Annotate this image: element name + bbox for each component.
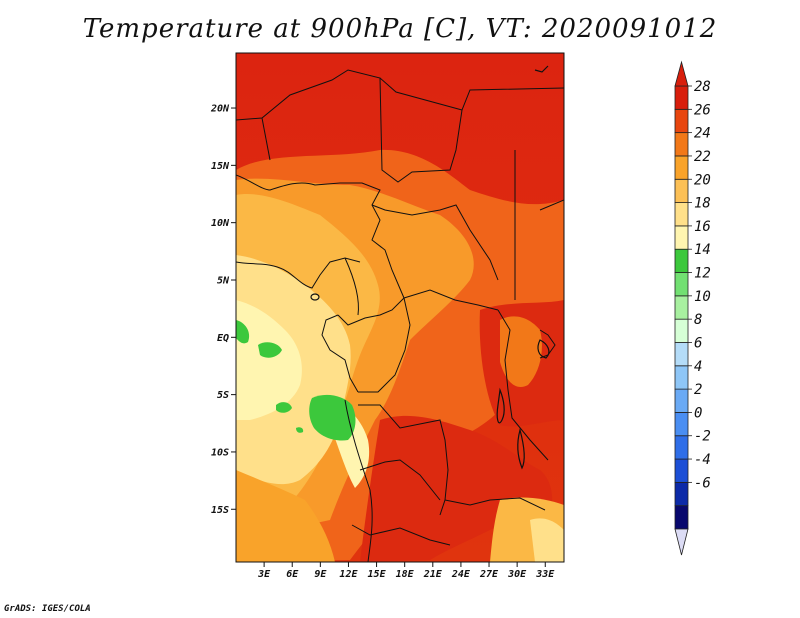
- colorbar-swatch: [674, 178, 689, 203]
- colorbar-label: 16: [694, 219, 711, 235]
- colorbar-label: 12: [694, 266, 711, 282]
- colorbar-swatch: [674, 225, 689, 250]
- latitude-axis: 20N 15N 10N 5N EQ 5S 10S 15S: [210, 104, 236, 516]
- lat-tick-label: 5N: [217, 275, 230, 286]
- colorbar-swatch: [674, 458, 689, 483]
- lat-tick-label: 10N: [211, 218, 230, 229]
- colorbar-swatch: [674, 132, 689, 157]
- longitude-axis: 3E 6E 9E 12E 15E 18E 21E 24E 27E 30E 33E: [257, 562, 555, 580]
- colorbar-swatch: [674, 412, 689, 437]
- lon-tick-label: 9E: [314, 569, 327, 580]
- lon-tick-label: 21E: [423, 569, 443, 580]
- lakes: [310, 65, 550, 470]
- lat-tick-label: 10S: [211, 447, 229, 458]
- country-borders: [236, 69, 564, 562]
- lon-tick-label: 33E: [535, 569, 555, 580]
- lat-tick-label: 15S: [211, 505, 229, 516]
- lat-tick-label: 20N: [210, 104, 230, 115]
- colorbar-swatch: [674, 272, 689, 297]
- colorbar-label: -6: [694, 475, 711, 491]
- colorbar-swatch: [674, 155, 689, 180]
- colorbar-over-arrow: [674, 60, 689, 87]
- colorbar-swatch: [674, 388, 689, 413]
- colorbar-label: 0: [694, 405, 702, 421]
- lon-tick-label: 3E: [257, 569, 271, 580]
- colorbar-label: 26: [694, 102, 711, 118]
- colorbar-swatch: [674, 342, 689, 367]
- colorbar-label: 4: [694, 359, 702, 375]
- lon-tick-label: 30E: [507, 569, 527, 580]
- colorbar-label: -2: [694, 429, 711, 445]
- credit-label: GrADS: IGES/COLA: [4, 604, 91, 614]
- colorbar-label: 14: [694, 242, 711, 258]
- colorbar-label: 6: [694, 335, 702, 351]
- colorbar-swatch: [674, 318, 689, 343]
- colorbar-label: 20: [694, 172, 711, 188]
- colorbar-swatch: [674, 202, 689, 227]
- colorbar-swatch: [674, 295, 689, 320]
- lon-tick-label: 15E: [368, 569, 387, 580]
- colorbar-label: -4: [694, 452, 711, 468]
- lon-tick-label: 27E: [479, 569, 499, 580]
- colorbar-label: 18: [694, 196, 711, 212]
- lat-tick-label: 5S: [217, 390, 229, 401]
- colorbar-swatch: [674, 435, 689, 460]
- temperature-field: [236, 53, 564, 562]
- colorbar-label: 8: [694, 312, 702, 328]
- lon-tick-label: 18E: [396, 569, 415, 580]
- colorbar-swatch: [674, 248, 689, 273]
- colorbar-label: 28: [694, 79, 711, 95]
- colorbar-label: 24: [694, 126, 711, 142]
- map-frame: [235, 52, 565, 563]
- lat-tick-label: 15N: [211, 161, 230, 172]
- lon-tick-label: 6E: [286, 569, 299, 580]
- colorbar-under-arrow: [674, 528, 689, 556]
- colorbar-label: 2: [694, 382, 702, 398]
- colorbar-swatch: [674, 505, 689, 530]
- colorbar-label: 10: [694, 289, 711, 305]
- colorbar-swatch: [674, 481, 689, 507]
- colorbar-label: 22: [694, 149, 711, 165]
- colorbar-swatch: [674, 108, 689, 134]
- lon-tick-label: 12E: [339, 569, 358, 580]
- lon-tick-label: 24E: [451, 569, 471, 580]
- colorbar-swatch: [674, 365, 689, 390]
- colorbar-swatch: [674, 85, 689, 110]
- lat-tick-label: EQ: [217, 333, 229, 344]
- map-title: Temperature at 900hPa [C], VT: 202009101…: [82, 14, 718, 44]
